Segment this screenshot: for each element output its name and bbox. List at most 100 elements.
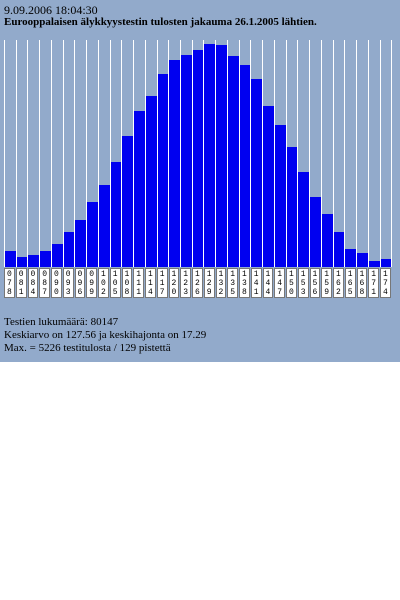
label-cell: 090: [51, 268, 62, 298]
bar: [5, 250, 16, 267]
label-cell: 105: [109, 268, 121, 298]
x-tick-label: 165: [347, 270, 353, 297]
x-tick-label: 102: [100, 270, 106, 297]
bar: [98, 184, 110, 267]
bar: [145, 96, 157, 267]
bar: [28, 254, 40, 267]
column: [87, 40, 99, 267]
label-cell: 153: [297, 268, 309, 298]
label-cell: 174: [380, 268, 391, 298]
column: [63, 40, 76, 267]
bar: [263, 106, 274, 267]
label-cell: 144: [262, 268, 274, 298]
label-cell: 096: [74, 268, 86, 298]
bar: [251, 79, 263, 267]
x-tick-label: 144: [265, 270, 271, 297]
x-tick-label: 174: [382, 270, 388, 297]
note: Keskiarvo on 127.56 ja keskihajonta on 1…: [4, 329, 207, 341]
bar: [122, 136, 134, 267]
column: [181, 40, 193, 267]
column: [4, 40, 17, 267]
column: [122, 40, 135, 267]
label-cell: 120: [168, 268, 180, 298]
timestamp: 9.09.2006 18:04:30: [4, 3, 98, 17]
column: [134, 40, 146, 267]
x-tick-label: 108: [124, 270, 130, 297]
x-tick-label: 168: [359, 270, 365, 297]
label-cell: 129: [203, 268, 215, 298]
bar: [333, 231, 345, 267]
bar: [227, 56, 239, 267]
label-cell: 165: [344, 268, 356, 298]
x-tick-label: 087: [42, 270, 48, 297]
x-tick-label: 123: [183, 270, 189, 297]
x-tick-label: 117: [159, 270, 165, 297]
chart-title: Eurooppalaisen älykkyystestin tulosten j…: [4, 16, 317, 28]
column: [286, 40, 299, 267]
x-tick-label: 105: [112, 270, 118, 297]
x-tick-label: 135: [230, 270, 236, 297]
x-tick-label: 126: [194, 270, 200, 297]
x-tick-label: 132: [218, 270, 224, 297]
label-cell: 081: [15, 268, 27, 298]
column: [216, 40, 228, 267]
column: [157, 40, 170, 267]
column: [239, 40, 252, 267]
label-cell: 114: [145, 268, 156, 298]
bar: [40, 250, 51, 267]
bar: [51, 243, 63, 267]
label-cell: 159: [321, 268, 332, 298]
x-tick-label: 111: [136, 270, 142, 297]
column: [345, 40, 358, 267]
x-tick-label: 099: [89, 270, 95, 297]
x-tick-label: 138: [241, 270, 247, 297]
column: [357, 40, 369, 267]
note: Testien lukumäärä: 80147: [4, 316, 119, 328]
bar: [75, 219, 87, 267]
bar: [181, 55, 192, 267]
x-tick-label: 078: [6, 270, 12, 297]
x-tick-label: 093: [65, 270, 71, 297]
label-cell: 171: [368, 268, 379, 298]
bar: [298, 171, 310, 267]
label-cell: 111: [133, 268, 144, 298]
column: [75, 40, 88, 267]
label-cell: 147: [274, 268, 285, 298]
bar: [239, 65, 251, 267]
label-cell: 141: [250, 268, 262, 298]
notes: Testien lukumäärä: 80147 Keskiarvo on 127…: [4, 316, 206, 355]
column: [145, 40, 158, 267]
column: [98, 40, 111, 267]
label-cell: 126: [192, 268, 203, 298]
bar: [216, 45, 227, 267]
x-tick-label: 162: [335, 270, 341, 297]
x-tick-label: 141: [253, 270, 259, 297]
column: [110, 40, 123, 267]
bar: [16, 256, 28, 267]
label-cell: 138: [239, 268, 250, 298]
x-tick-label: 120: [171, 270, 177, 297]
bar: [310, 196, 321, 267]
bar: [274, 125, 286, 267]
bar: [63, 231, 75, 267]
label-cell: 084: [27, 268, 39, 298]
column: [204, 40, 217, 267]
label-cell: 123: [180, 268, 191, 298]
bar: [380, 258, 392, 267]
plot-area: [4, 40, 393, 267]
label-cell: 087: [39, 268, 50, 298]
column: [16, 40, 29, 267]
bar: [368, 260, 380, 267]
bar: [110, 161, 122, 267]
panel: 9.09.2006 18:04:30 Eurooppalaisen älykky…: [0, 0, 400, 362]
label-cell: 102: [98, 268, 109, 298]
column: [51, 40, 64, 267]
x-tick-label: 153: [300, 270, 306, 297]
column: [333, 40, 346, 267]
x-tick-label: 150: [288, 270, 294, 297]
column: [310, 40, 322, 267]
column: [274, 40, 287, 267]
label-cell: 135: [227, 268, 238, 298]
bar: [87, 201, 98, 267]
label-cell: 078: [4, 268, 15, 298]
